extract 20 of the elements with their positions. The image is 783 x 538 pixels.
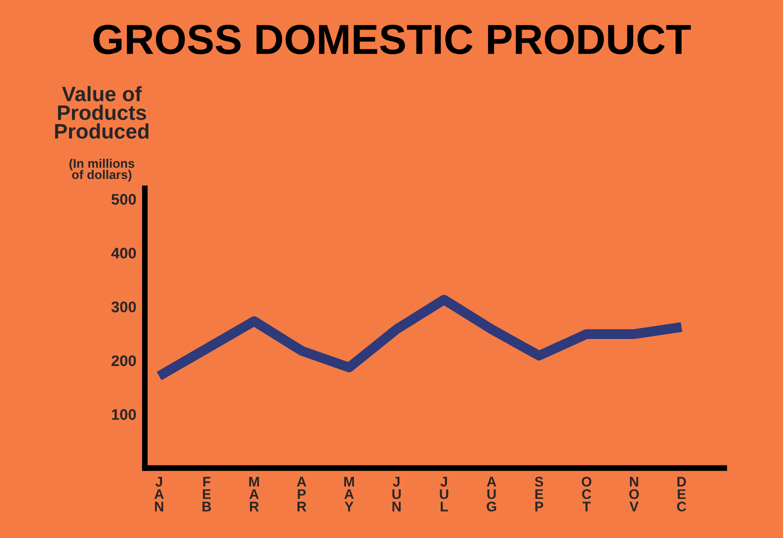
text: (In millions of dollars) — [69, 158, 134, 182]
y-tick-label: 500 — [112, 194, 136, 205]
x-tick-label: APR — [296, 476, 306, 512]
x-tick-label: DEC — [677, 476, 686, 512]
x-tick-label: JAN — [154, 476, 164, 512]
y-tick-label: 400 — [111, 248, 136, 259]
x-tick-label: FEB — [202, 476, 211, 512]
chart-title: GROSS DOMESTIC PRODUCT — [93, 24, 691, 54]
x-tick-label: JUN — [392, 476, 401, 512]
x-tick-label: MAR — [249, 476, 259, 512]
y-axis-title: Value of Products Produced — [55, 86, 148, 139]
x-tick-label: OCT — [582, 476, 592, 512]
y-tick-label: 100 — [112, 409, 136, 420]
x-tick-label: SEP — [534, 476, 544, 512]
x-tick-label: AUG — [486, 476, 496, 512]
x-tick-label: NOV — [629, 476, 639, 512]
x-tick-label: MAY — [344, 476, 354, 512]
y-tick-label: 200 — [112, 355, 136, 366]
y-tick-label: 300 — [111, 302, 136, 312]
x-tick-label: JUL — [440, 476, 448, 512]
